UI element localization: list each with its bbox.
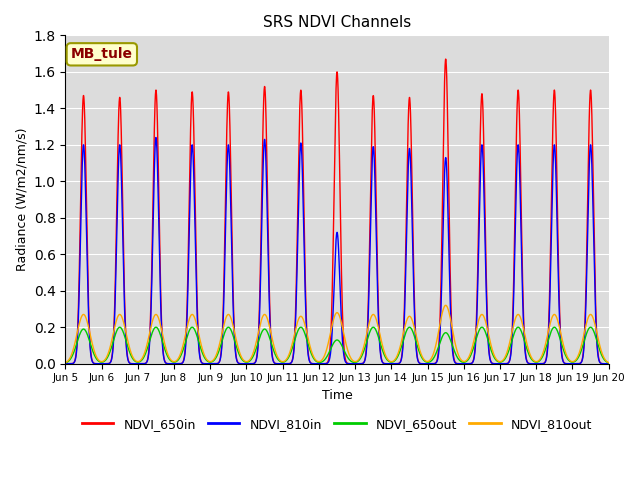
- NDVI_810in: [294, 248, 301, 254]
- NDVI_810out: [156, 319, 163, 324]
- NDVI_650out: [294, 329, 301, 335]
- Line: NDVI_650out: NDVI_650out: [65, 327, 609, 363]
- NDVI_650out: [124, 342, 131, 348]
- NDVI_650out: [156, 330, 163, 336]
- NDVI_650in: [595, 352, 602, 358]
- NDVI_810in: [124, 354, 131, 360]
- NDVI_650in: [294, 231, 301, 237]
- NDVI_810out: [270, 342, 278, 348]
- NDVI_650in: [124, 352, 131, 358]
- NDVI_650in: [442, 56, 449, 62]
- NDVI_650in: [270, 359, 278, 365]
- NDVI_650in: [156, 237, 163, 243]
- NDVI_650out: [61, 360, 69, 366]
- NDVI_650in: [536, 361, 543, 367]
- NDVI_650out: [587, 324, 595, 330]
- Line: NDVI_810in: NDVI_810in: [65, 137, 609, 364]
- NDVI_810in: [605, 361, 612, 367]
- NDVI_810out: [605, 360, 612, 366]
- NDVI_810in: [536, 361, 543, 367]
- NDVI_810in: [595, 354, 602, 360]
- NDVI_810in: [61, 361, 69, 367]
- X-axis label: Time: Time: [322, 389, 353, 402]
- Text: MB_tule: MB_tule: [71, 48, 133, 61]
- NDVI_810out: [294, 320, 301, 325]
- NDVI_810in: [156, 266, 164, 272]
- NDVI_810out: [536, 357, 543, 362]
- Legend: NDVI_650in, NDVI_810in, NDVI_650out, NDVI_810out: NDVI_650in, NDVI_810in, NDVI_650out, NDV…: [77, 413, 597, 436]
- NDVI_810in: [270, 360, 278, 365]
- NDVI_650out: [536, 358, 543, 364]
- NDVI_650in: [61, 361, 69, 367]
- NDVI_650out: [595, 342, 602, 348]
- NDVI_810out: [61, 360, 69, 366]
- NDVI_810out: [442, 302, 449, 308]
- Y-axis label: Radiance (W/m2/nm/s): Radiance (W/m2/nm/s): [15, 128, 28, 271]
- NDVI_810out: [124, 336, 131, 342]
- NDVI_810in: [152, 134, 160, 140]
- NDVI_650out: [605, 360, 612, 366]
- Line: NDVI_810out: NDVI_810out: [65, 305, 609, 363]
- Title: SRS NDVI Channels: SRS NDVI Channels: [263, 15, 411, 30]
- NDVI_650in: [605, 361, 612, 367]
- NDVI_810out: [595, 336, 602, 342]
- Line: NDVI_650in: NDVI_650in: [65, 59, 609, 364]
- NDVI_650out: [270, 348, 278, 354]
